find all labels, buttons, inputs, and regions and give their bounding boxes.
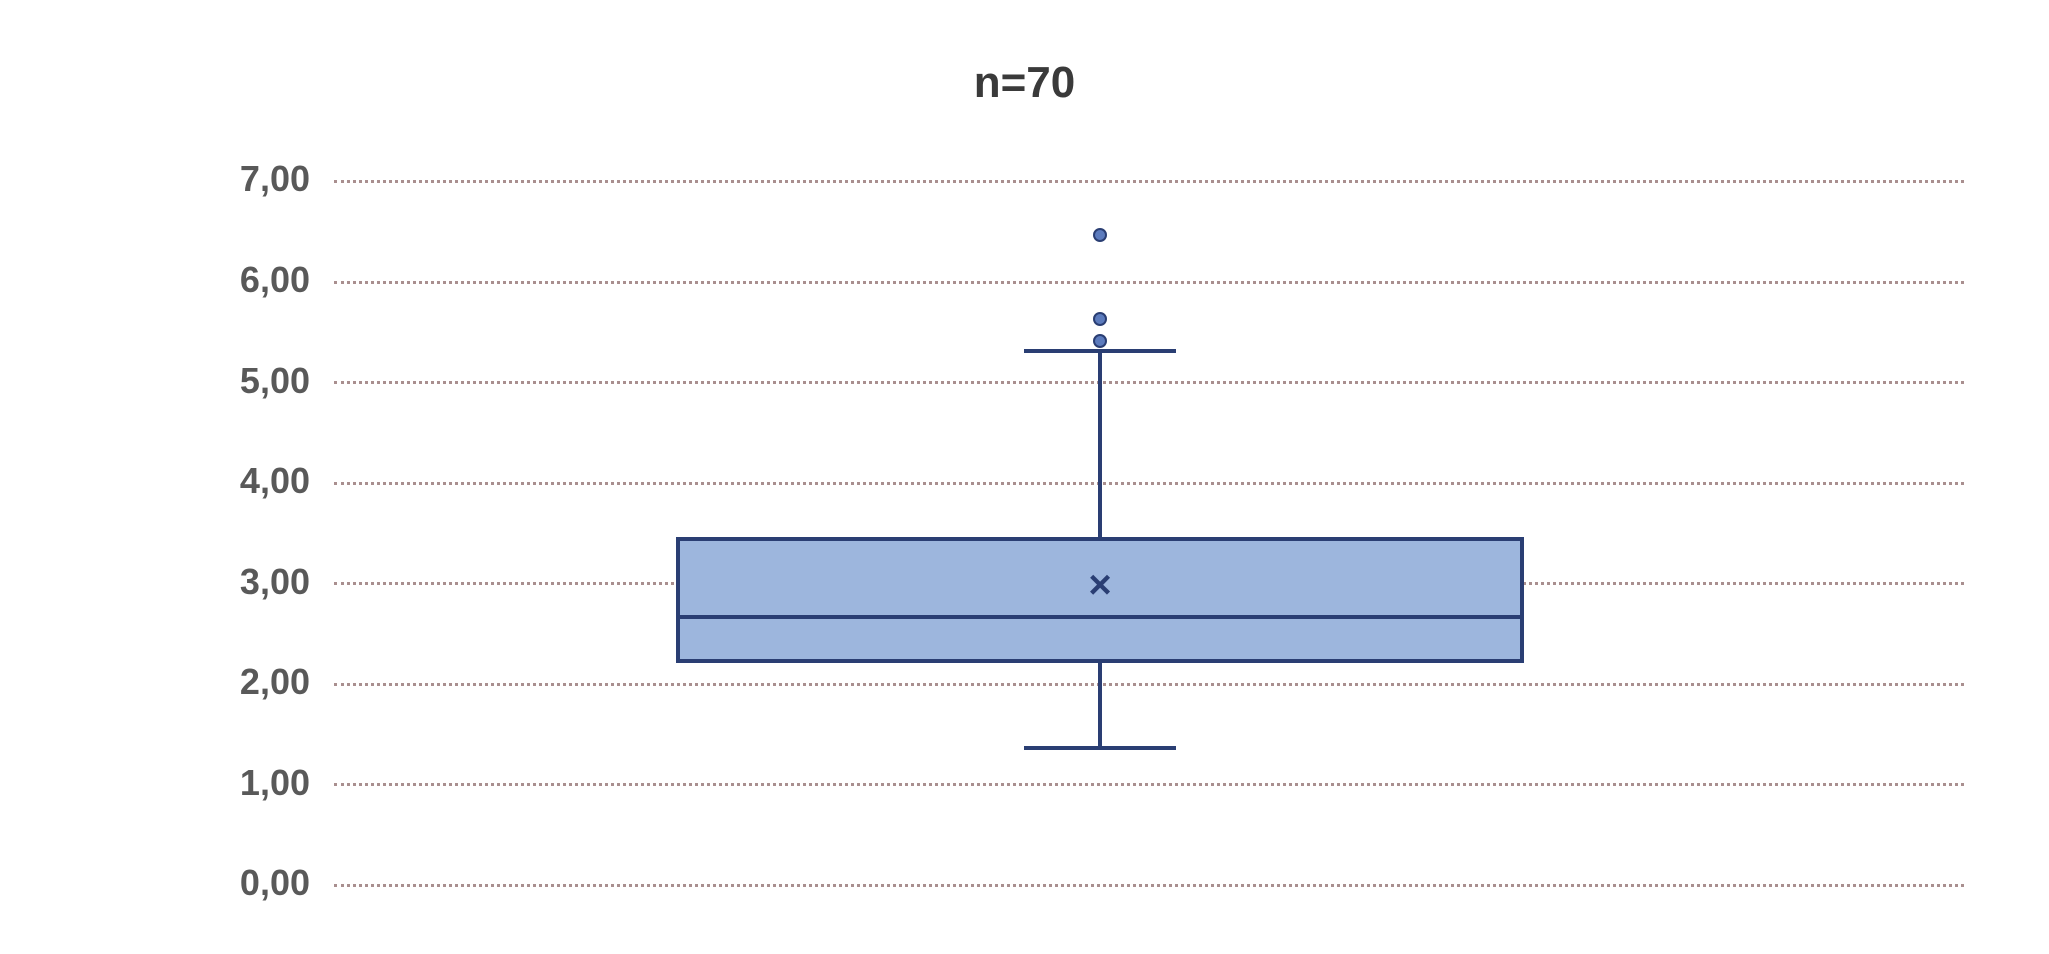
- gridline: [334, 281, 1964, 284]
- whisker-line: [1098, 663, 1102, 748]
- gridline: [334, 884, 1964, 887]
- gridline: [334, 381, 1964, 384]
- ytick-label: 5,00: [170, 360, 310, 402]
- median-line: [676, 615, 1524, 619]
- ytick-label: 0,00: [170, 862, 310, 904]
- gridline: [334, 783, 1964, 786]
- outlier-point: [1093, 334, 1107, 348]
- ytick-label: 3,00: [170, 561, 310, 603]
- mean-marker: ×: [1080, 563, 1120, 608]
- whisker-cap: [1024, 746, 1177, 750]
- chart-title: n=70: [0, 58, 2049, 108]
- gridline: [334, 683, 1964, 686]
- ytick-label: 6,00: [170, 259, 310, 301]
- chart-root: n=70 0,001,002,003,004,005,006,007,00×: [0, 0, 2049, 954]
- ytick-label: 1,00: [170, 762, 310, 804]
- ytick-label: 4,00: [170, 460, 310, 502]
- whisker-cap: [1024, 349, 1177, 353]
- ytick-label: 7,00: [170, 158, 310, 200]
- gridline: [334, 482, 1964, 485]
- ytick-label: 2,00: [170, 661, 310, 703]
- gridline: [334, 180, 1964, 183]
- outlier-point: [1093, 228, 1107, 242]
- outlier-point: [1093, 312, 1107, 326]
- plot-area: 0,001,002,003,004,005,006,007,00×: [334, 180, 1964, 884]
- whisker-line: [1098, 351, 1102, 537]
